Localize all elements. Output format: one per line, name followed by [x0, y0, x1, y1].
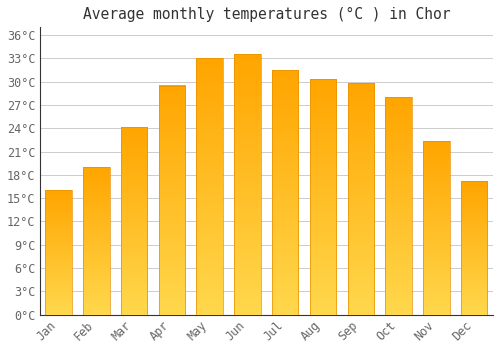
Bar — [423, 141, 450, 315]
Bar — [83, 167, 110, 315]
Bar — [310, 79, 336, 315]
Bar — [158, 85, 185, 315]
Bar — [272, 70, 298, 315]
Bar — [196, 58, 223, 315]
Bar — [348, 83, 374, 315]
Bar — [46, 190, 72, 315]
Bar — [121, 127, 148, 315]
Bar — [386, 97, 412, 315]
Bar — [461, 181, 487, 315]
Bar — [234, 55, 260, 315]
Title: Average monthly temperatures (°C ) in Chor: Average monthly temperatures (°C ) in Ch… — [82, 7, 450, 22]
